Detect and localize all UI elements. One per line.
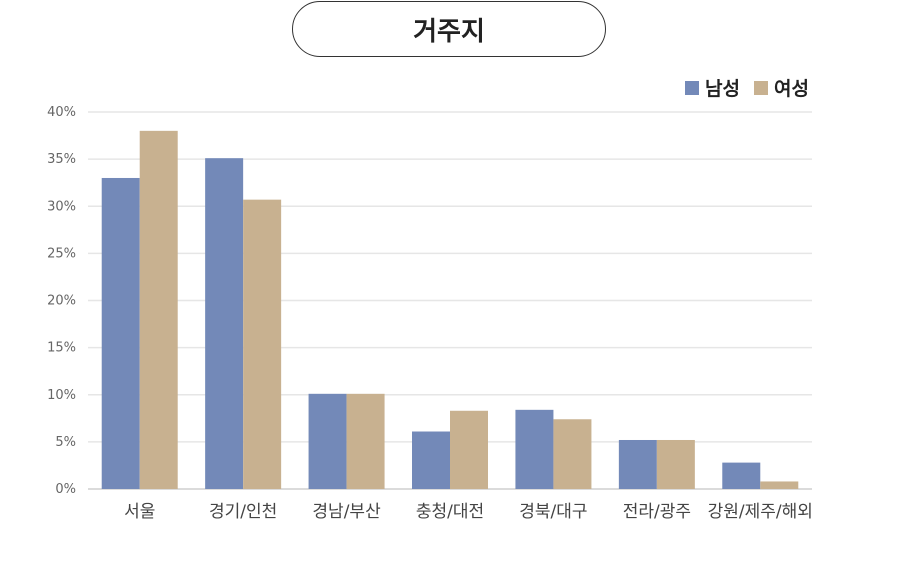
chart-title: 거주지 (292, 1, 606, 57)
bar-female-2 (346, 393, 385, 489)
y-tick-label-25: 25% (47, 246, 76, 261)
bar-male-0 (101, 177, 140, 489)
y-tick-label-20: 20% (47, 294, 76, 309)
bar-female-4 (553, 419, 592, 489)
x-category-label-5: 전라/광주 (623, 502, 691, 522)
y-tick-label-5: 5% (55, 435, 76, 450)
y-tick-label-40: 40% (47, 105, 76, 120)
legend-label-female: 여성 (773, 78, 809, 100)
bar-female-0 (139, 130, 178, 489)
legend: 남성 여성 (685, 74, 823, 101)
legend-label-male: 남성 (705, 78, 740, 100)
legend-item-male: 남성 (685, 74, 740, 101)
bar-female-3 (450, 410, 488, 489)
x-category-label-3: 충청/대전 (416, 502, 484, 522)
bar-female-1 (243, 199, 282, 489)
y-tick-label-0: 0% (55, 482, 76, 497)
x-category-label-0: 서울 (124, 502, 155, 522)
x-category-label-2: 경남/부산 (312, 502, 381, 522)
bar-male-5 (618, 439, 657, 489)
y-tick-label-15: 15% (47, 341, 76, 356)
legend-swatch-male (685, 80, 699, 95)
y-tick-label-35: 35% (47, 152, 76, 167)
legend-swatch-female (753, 80, 768, 95)
bar-female-6 (760, 481, 799, 489)
y-tick-label-10: 10% (47, 388, 76, 403)
x-category-label-1: 경기/인천 (209, 502, 277, 522)
y-tick-label-30: 30% (47, 199, 76, 214)
bar-male-4 (515, 409, 554, 489)
bar-male-2 (308, 393, 347, 489)
x-category-label-4: 경북/대구 (519, 502, 587, 522)
bar-male-3 (412, 431, 450, 489)
bar-male-6 (722, 462, 761, 489)
legend-item-female: 여성 (753, 74, 809, 101)
bar-female-5 (656, 439, 695, 489)
bar-male-1 (205, 158, 244, 489)
x-category-label-6: 강원/제주/해외 (708, 502, 813, 522)
